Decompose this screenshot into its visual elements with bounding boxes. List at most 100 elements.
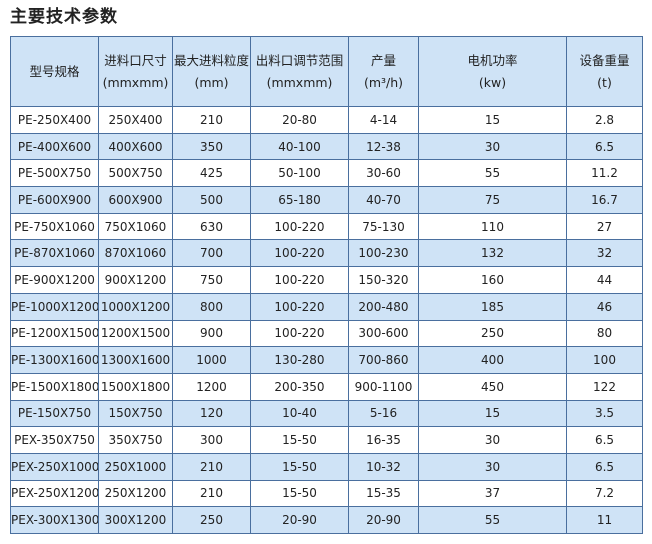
- table-cell: 210: [172, 106, 251, 134]
- title: 主要技术参数: [10, 7, 118, 27]
- header-unit: (mmxmm): [266, 74, 333, 90]
- table-cell: 500X750: [98, 159, 173, 188]
- table-cell: 46: [566, 292, 643, 321]
- table-cell: 130-280: [250, 346, 349, 374]
- table-cell: 16-35: [348, 426, 419, 454]
- table-cell: 800: [172, 292, 251, 321]
- table-cell: PE-900X1200: [10, 266, 99, 294]
- table-cell: 150X750: [98, 399, 173, 428]
- table-cell: 120: [172, 399, 251, 428]
- table-cell: 20-80: [250, 106, 349, 134]
- table-cell: 1300X1600: [98, 346, 173, 374]
- table-cell: 900X1200: [98, 266, 173, 294]
- header-cell: 出料口调节范围 (mmxmm): [250, 36, 349, 107]
- table-cell: PE-1200X1500: [10, 319, 99, 348]
- table-cell: 6.5: [566, 132, 643, 161]
- table-cell: 50-100: [250, 159, 349, 188]
- table-cell: 15-50: [250, 452, 349, 481]
- table-cell: 32: [566, 239, 643, 268]
- header-name: 最大进料粒度: [173, 52, 249, 68]
- table-cell: 20-90: [250, 506, 349, 534]
- table-cell: 3.5: [566, 399, 643, 428]
- table-cell: 1000X1200: [98, 292, 173, 321]
- table-cell: 200-350: [250, 372, 349, 401]
- table-cell: 15-35: [348, 479, 419, 508]
- header-cell: 进料口尺寸 (mmxmm): [98, 36, 173, 107]
- table-cell: 16.7: [566, 186, 643, 214]
- table-cell: 250: [172, 506, 251, 534]
- table-cell: 100-220: [250, 292, 349, 321]
- table-row: PE-1300X1600 1300X1600 1000 130-280 700-860 4…: [10, 346, 643, 374]
- table-cell: 40-100: [250, 132, 349, 161]
- table-cell: 6.5: [566, 426, 643, 454]
- header-name: 设备重量: [579, 52, 630, 68]
- table-cell: 300-600: [348, 319, 419, 348]
- table-row: PEX-300X1300 300X1200 250 20-90 20-90 55 11: [10, 506, 643, 534]
- table-cell: 10-40: [250, 399, 349, 428]
- table-cell: PEX-250X1200: [10, 479, 99, 508]
- table-row: PE-1500X1800 1500X1800 1200 200-350 900-1100…: [10, 372, 643, 401]
- table-cell: PE-600X900: [10, 186, 99, 214]
- table-cell: PEX-300X1300: [10, 506, 99, 534]
- table-cell: 250: [418, 319, 567, 348]
- table-cell: PE-750X1060: [10, 212, 99, 241]
- table-cell: 100-220: [250, 212, 349, 241]
- table-row: PEX-250X1000 250X1000 210 15-50 10-32 30 6.5: [10, 452, 643, 481]
- table-row: PE-500X750 500X750 425 50-100 30-60 55 11.2: [10, 159, 643, 188]
- table-cell: 210: [172, 452, 251, 481]
- header-unit: (mm): [194, 74, 229, 90]
- table-cell: 1200: [172, 372, 251, 401]
- header-name: 电机功率: [467, 52, 518, 68]
- table-cell: 100: [566, 346, 643, 374]
- header-cell: 电机功率 (kw): [418, 36, 567, 107]
- table-cell: PE-150X750: [10, 399, 99, 428]
- table-cell: 80: [566, 319, 643, 348]
- table-cell: 75: [418, 186, 567, 214]
- table-cell: 10-32: [348, 452, 419, 481]
- table-cell: 30: [418, 426, 567, 454]
- header-cell: 型号规格: [10, 36, 99, 107]
- table-cell: PE-400X600: [10, 132, 99, 161]
- table-cell: 1200X1500: [98, 319, 173, 348]
- header-unit: (t): [597, 74, 612, 90]
- table-cell: PE-1300X1600: [10, 346, 99, 374]
- table-cell: 11: [566, 506, 643, 534]
- table-cell: 210: [172, 479, 251, 508]
- table-cell: 100-220: [250, 266, 349, 294]
- table-cell: 100-220: [250, 319, 349, 348]
- table-cell: PE-500X750: [10, 159, 99, 188]
- table-cell: PE-870X1060: [10, 239, 99, 268]
- table-row: PE-250X400 250X400 210 20-80 4-14 15 2.8: [10, 106, 643, 134]
- table-cell: 500: [172, 186, 251, 214]
- header-cell: 最大进料粒度 (mm): [172, 36, 251, 107]
- table-cell: 450: [418, 372, 567, 401]
- table-cell: 150-320: [348, 266, 419, 294]
- table-cell: 400X600: [98, 132, 173, 161]
- table-cell: PE-1500X1800: [10, 372, 99, 401]
- table-cell: 7.2: [566, 479, 643, 508]
- table-cell: PE-1000X1200: [10, 292, 99, 321]
- table-cell: 750X1060: [98, 212, 173, 241]
- table-cell: 1500X1800: [98, 372, 173, 401]
- table-cell: 44: [566, 266, 643, 294]
- table-cell: 300X1200: [98, 506, 173, 534]
- table-cell: 250X400: [98, 106, 173, 134]
- table-cell: 350: [172, 132, 251, 161]
- table-row: PEX-250X1200 250X1200 210 15-50 15-35 37 7.2: [10, 479, 643, 508]
- table-body: PE-250X400 250X400 210 20-80 4-14 15 2.8 PE-400…: [10, 106, 643, 534]
- header-cell: 产量 (m³/h): [348, 36, 419, 107]
- table-cell: 37: [418, 479, 567, 508]
- table-cell: 4-14: [348, 106, 419, 134]
- table-row: PE-1000X1200 1000X1200 800 100-220 200-480 18…: [10, 292, 643, 321]
- table-cell: 6.5: [566, 452, 643, 481]
- table-cell: 2.8: [566, 106, 643, 134]
- header-name: 进料口尺寸: [104, 52, 167, 68]
- table-cell: 900: [172, 319, 251, 348]
- table-cell: 200-480: [348, 292, 419, 321]
- spec-table: 型号规格 进料口尺寸 (mmxmm) 最大进料粒度 (mm) 出料口调节范围 (mmxmm)…: [10, 36, 643, 534]
- table-cell: 65-180: [250, 186, 349, 214]
- table-cell: 40-70: [348, 186, 419, 214]
- table-cell: 870X1060: [98, 239, 173, 268]
- header-unit: (kw): [478, 74, 507, 90]
